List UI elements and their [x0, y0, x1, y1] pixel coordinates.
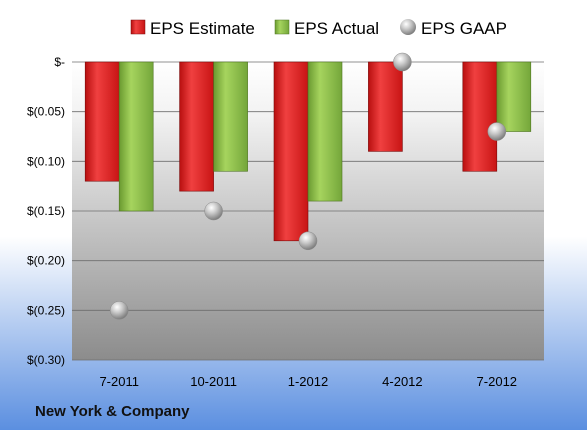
y-tick-label: $(0.30)	[27, 353, 65, 367]
point-eps-gaap	[487, 122, 507, 141]
x-tick-label: 1-2012	[288, 374, 328, 389]
legend-gaap-marker	[400, 19, 416, 35]
x-axis-ticks: 7-2011 10-2011 1-2012 4-2012 7-2012	[99, 374, 517, 389]
bar-eps-actual	[307, 61, 343, 202]
point-eps-gaap	[109, 301, 129, 320]
bar-eps-actual	[118, 61, 154, 212]
legend-estimate-swatch	[130, 19, 146, 35]
x-tick-label: 10-2011	[190, 374, 237, 389]
y-tick-label: $(0.05)	[27, 105, 65, 119]
bar-eps-estimate	[273, 61, 309, 242]
gaap-points	[109, 52, 507, 320]
x-tick-label: 7-2012	[477, 374, 517, 389]
bar-eps-estimate	[462, 61, 498, 172]
legend: EPS Estimate EPS Actual EPS GAAP	[130, 19, 507, 38]
bar-eps-actual	[213, 61, 248, 172]
bar-eps-estimate	[179, 61, 214, 192]
legend-actual-swatch	[274, 19, 290, 35]
y-tick-label: $(0.25)	[27, 303, 65, 317]
y-tick-label: $(0.10)	[27, 154, 65, 168]
bar-eps-estimate	[368, 61, 403, 152]
legend-actual-label: EPS Actual	[294, 19, 379, 38]
bar-eps-actual	[496, 61, 532, 132]
point-eps-gaap	[298, 231, 318, 251]
point-eps-gaap	[204, 201, 223, 221]
y-tick-label: $(0.20)	[27, 254, 65, 268]
y-tick-label: $(0.15)	[27, 204, 65, 218]
bars	[84, 61, 532, 242]
y-tick-label: $-	[54, 55, 65, 69]
legend-estimate-label: EPS Estimate	[150, 19, 255, 38]
x-tick-label: 4-2012	[382, 374, 422, 389]
point-eps-gaap	[393, 52, 412, 72]
x-tick-label: 7-2011	[99, 374, 139, 389]
legend-gaap-label: EPS GAAP	[421, 19, 507, 38]
y-axis-ticks: $- $(0.05) $(0.10) $(0.15) $(0.20) $(0.25) $(0…	[27, 55, 65, 367]
company-name: New York & Company	[35, 403, 190, 420]
bar-eps-estimate	[84, 61, 120, 182]
